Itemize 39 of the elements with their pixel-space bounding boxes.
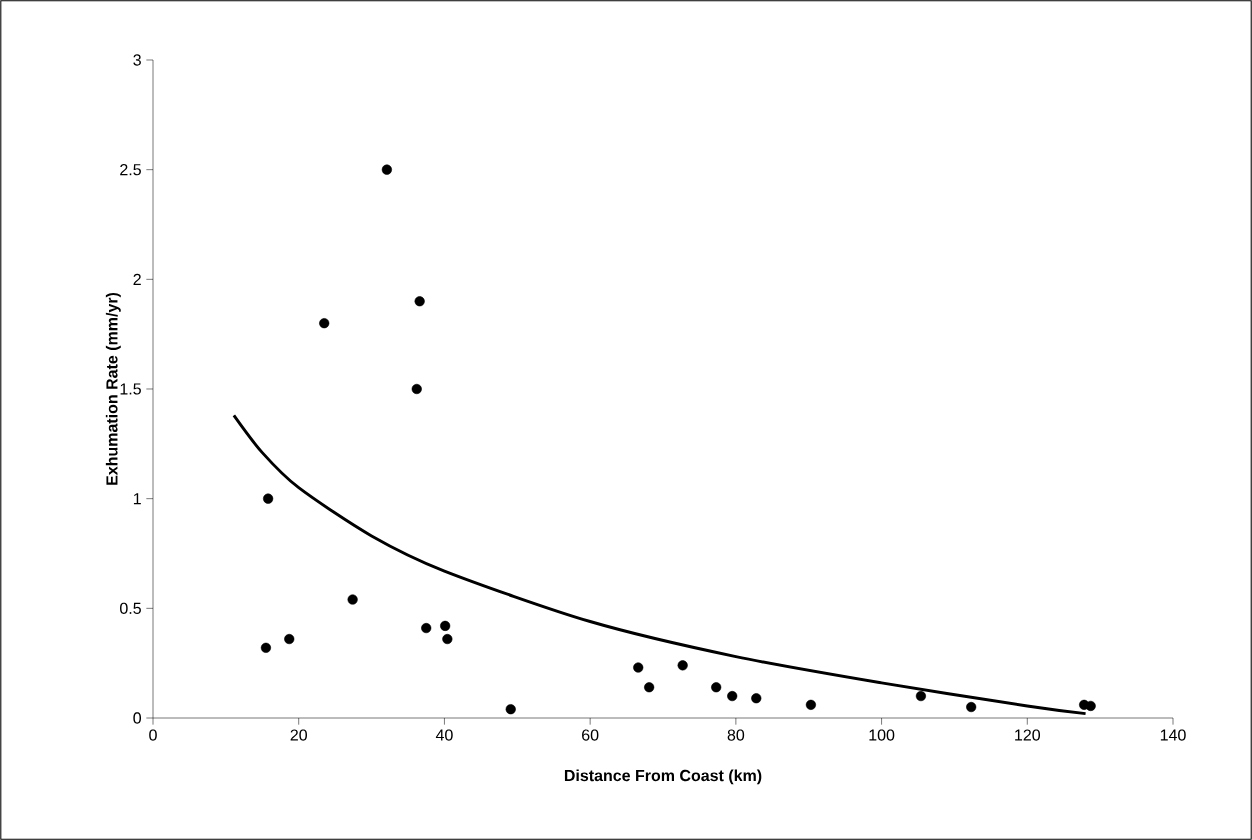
x-tick-label: 140	[1160, 729, 1186, 741]
x-tick-label: 60	[582, 729, 599, 741]
point	[284, 633, 295, 645]
point	[633, 662, 644, 673]
point	[263, 493, 274, 504]
point	[347, 594, 358, 605]
point	[915, 691, 926, 702]
point	[1085, 700, 1096, 711]
y-tick-label: 3	[133, 54, 141, 66]
point	[966, 701, 977, 713]
y-tick-label: 2.5	[120, 164, 141, 176]
y-tick-label: 0.5	[120, 602, 141, 614]
x-tick-label: 100	[869, 729, 895, 741]
x-axis-title: Distance From Coast (km)	[564, 769, 762, 785]
x-tick-label: 80	[727, 729, 745, 741]
point	[260, 642, 271, 653]
point	[805, 699, 816, 710]
x-tick-label: 0	[149, 729, 157, 741]
point	[644, 682, 655, 693]
x-tick-label: 40	[435, 729, 453, 741]
x-tick-label: 20	[290, 729, 307, 741]
point	[727, 691, 738, 702]
point	[751, 693, 762, 704]
y-tick-label: 1	[133, 493, 141, 505]
point	[414, 296, 425, 307]
point	[411, 383, 422, 395]
point	[440, 620, 451, 631]
point	[319, 318, 330, 329]
point	[381, 164, 392, 175]
point	[677, 660, 688, 671]
y-tick-label: 1.5	[120, 383, 141, 395]
point	[505, 704, 516, 715]
x-tick-label: 120	[1015, 729, 1041, 741]
y-tick-label: 0	[133, 712, 142, 724]
point	[442, 633, 453, 645]
point	[421, 623, 432, 634]
point	[711, 682, 722, 693]
y-tick-label: 2	[133, 273, 141, 285]
y-axis-title: Exhumation Rate (mm/yr)	[105, 292, 121, 485]
